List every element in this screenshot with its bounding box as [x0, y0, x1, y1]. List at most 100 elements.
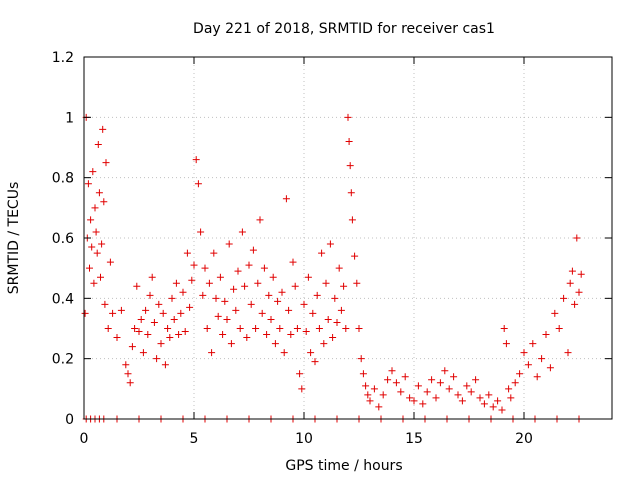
data-point [296, 370, 304, 378]
x-tick-label: 10 [295, 431, 313, 447]
data-point [329, 334, 337, 342]
data-point [485, 391, 493, 399]
data-point [489, 403, 497, 411]
data-point [401, 373, 409, 381]
data-point [135, 328, 143, 336]
data-point [219, 331, 227, 339]
data-point [463, 382, 471, 390]
y-tick-label: 1.2 [52, 50, 74, 66]
y-tick-label: 0.6 [52, 231, 74, 247]
data-point [345, 137, 353, 145]
data-point [507, 394, 515, 402]
data-point [375, 403, 383, 411]
data-point [131, 325, 139, 332]
data-point [337, 306, 345, 314]
data-point [190, 261, 198, 269]
data-point [366, 397, 374, 405]
data-point [347, 189, 355, 197]
data-point [124, 370, 132, 378]
data-point [278, 288, 286, 296]
data-point [302, 328, 310, 336]
data-point [234, 267, 242, 275]
data-point [188, 276, 196, 284]
data-point [326, 240, 334, 248]
data-point [320, 340, 328, 348]
data-point [81, 309, 89, 317]
data-point [265, 291, 273, 299]
data-point [181, 328, 189, 336]
data-point [263, 331, 271, 339]
data-point [346, 162, 354, 170]
data-point [183, 249, 191, 257]
data-point [432, 394, 440, 402]
data-point [340, 282, 348, 290]
data-point [89, 168, 97, 176]
data-point [355, 325, 363, 332]
data-point [150, 318, 158, 326]
data-point [117, 306, 125, 314]
data-point [201, 264, 209, 272]
data-point [560, 294, 568, 302]
data-point [84, 180, 92, 188]
y-tick-label: 0.8 [52, 171, 74, 187]
data-point [315, 325, 323, 332]
data-point [157, 340, 165, 348]
data-point [128, 343, 136, 351]
data-point [542, 331, 550, 339]
data-point [571, 300, 579, 308]
data-point [392, 379, 400, 387]
data-point [216, 273, 224, 281]
data-point [87, 216, 95, 224]
data-point [364, 391, 372, 399]
data-point [384, 376, 392, 384]
data-point [353, 279, 361, 287]
data-point [194, 180, 202, 188]
data-point [102, 159, 110, 167]
data-point [406, 394, 414, 402]
data-point [153, 355, 161, 363]
data-point [212, 294, 220, 302]
data-point [95, 189, 103, 197]
data-point [362, 382, 370, 390]
y-tick-label: 0 [65, 412, 74, 428]
data-point [166, 334, 174, 342]
data-point [100, 198, 108, 206]
data-point [271, 340, 279, 348]
data-point [252, 325, 260, 332]
data-point [333, 318, 341, 326]
data-point [538, 355, 546, 363]
data-point [86, 264, 93, 272]
data-point [397, 388, 405, 396]
data-point [269, 273, 277, 281]
data-point [324, 315, 332, 323]
data-point [498, 406, 506, 414]
data-point [225, 240, 233, 248]
data-point [293, 325, 301, 332]
data-point [410, 397, 418, 405]
data-point [126, 379, 134, 387]
data-point [555, 325, 563, 332]
data-point [159, 309, 167, 317]
data-point [318, 249, 326, 257]
y-axis-label: SRMTID / TECUs [6, 182, 22, 295]
data-point [276, 325, 284, 332]
data-point [445, 385, 453, 393]
data-point [137, 315, 145, 323]
data-point [192, 156, 200, 164]
data-point [351, 252, 359, 260]
data-point [307, 349, 315, 357]
data-point [99, 125, 107, 133]
data-point [243, 334, 251, 342]
data-point [93, 249, 101, 257]
data-point [101, 300, 109, 308]
y-tick-label: 0.4 [52, 291, 74, 307]
data-point [480, 400, 488, 408]
data-point [230, 285, 238, 293]
data-point [170, 315, 178, 323]
data-point [214, 312, 222, 320]
data-point [139, 349, 147, 357]
data-point [260, 264, 268, 272]
data-point [573, 234, 581, 242]
y-tick-label: 1 [65, 110, 74, 126]
data-point [148, 273, 156, 281]
